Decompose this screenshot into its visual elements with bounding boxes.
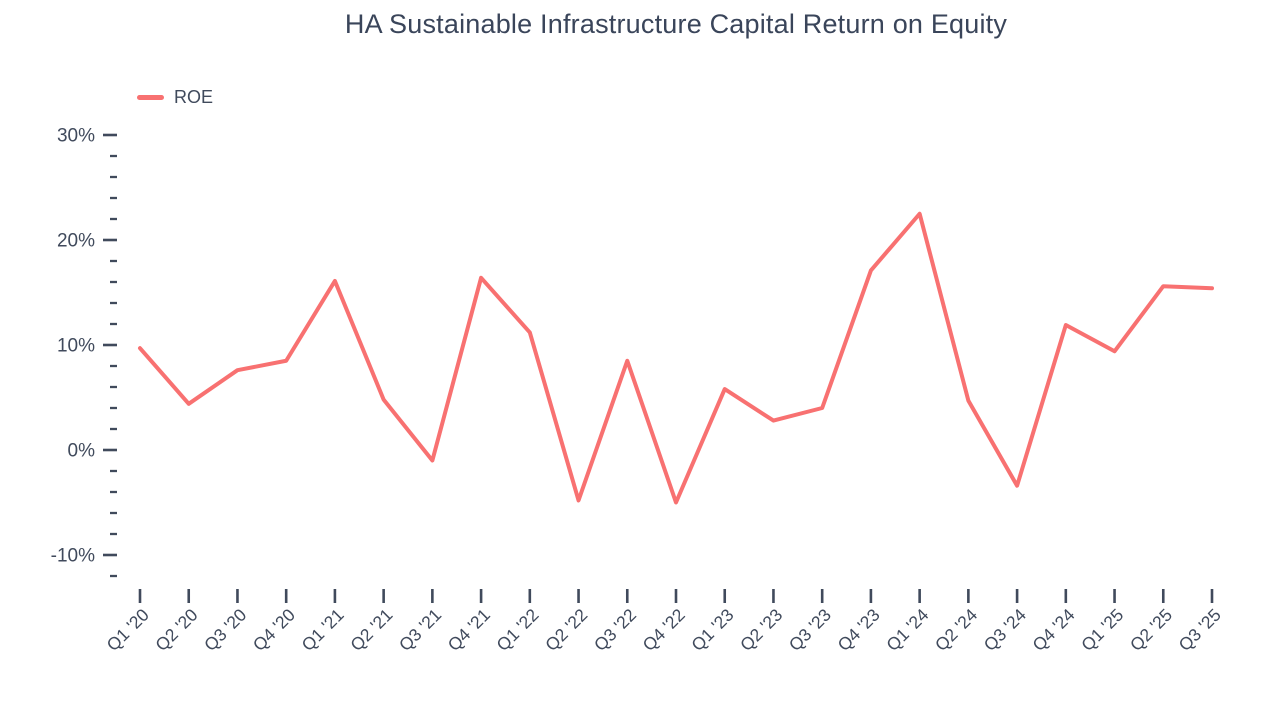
x-tick-label: Q4 '20 bbox=[249, 604, 299, 654]
y-tick-label: 10% bbox=[57, 336, 95, 357]
x-tick-label: Q2 '23 bbox=[736, 605, 786, 655]
x-tick-label: Q3 '25 bbox=[1175, 605, 1225, 655]
x-tick-label: Q1 '25 bbox=[1077, 605, 1127, 655]
y-tick-label: 20% bbox=[57, 231, 95, 252]
x-tick-label: Q2 '25 bbox=[1126, 605, 1176, 655]
legend-label: ROE bbox=[174, 87, 214, 107]
x-tick-label: Q3 '21 bbox=[395, 605, 445, 655]
x-tick-label: Q3 '23 bbox=[785, 605, 835, 655]
x-tick-label: Q4 '23 bbox=[834, 605, 884, 655]
x-tick-label: Q3 '22 bbox=[590, 605, 640, 655]
x-tick-label: Q4 '24 bbox=[1028, 604, 1078, 654]
y-tick-label: -10% bbox=[51, 546, 95, 567]
x-tick-label: Q2 '20 bbox=[151, 604, 201, 654]
x-tick-label: Q1 '22 bbox=[492, 605, 542, 655]
x-tick-label: Q2 '22 bbox=[541, 605, 591, 655]
chart-title: HA Sustainable Infrastructure Capital Re… bbox=[344, 9, 1008, 39]
x-tick-label: Q4 '21 bbox=[444, 605, 494, 655]
x-tick-label: Q3 '20 bbox=[200, 604, 250, 654]
roe-series-line bbox=[138, 211, 1214, 505]
y-tick-label: 30% bbox=[57, 126, 95, 147]
x-tick-label: Q2 '24 bbox=[931, 604, 981, 654]
x-tick-label: Q3 '24 bbox=[980, 604, 1030, 654]
x-tick-label: Q1 '21 bbox=[298, 605, 348, 655]
legend-line-swatch bbox=[137, 95, 164, 100]
x-tick-label: Q4 '22 bbox=[639, 605, 689, 655]
x-tick-label: Q2 '21 bbox=[346, 605, 396, 655]
x-tick-label: Q1 '20 bbox=[103, 604, 153, 654]
legend[interactable]: ROE bbox=[137, 87, 213, 108]
y-tick-label: 0% bbox=[68, 441, 96, 462]
x-tick-label: Q1 '24 bbox=[882, 604, 932, 654]
x-tick-label: Q1 '23 bbox=[687, 605, 737, 655]
